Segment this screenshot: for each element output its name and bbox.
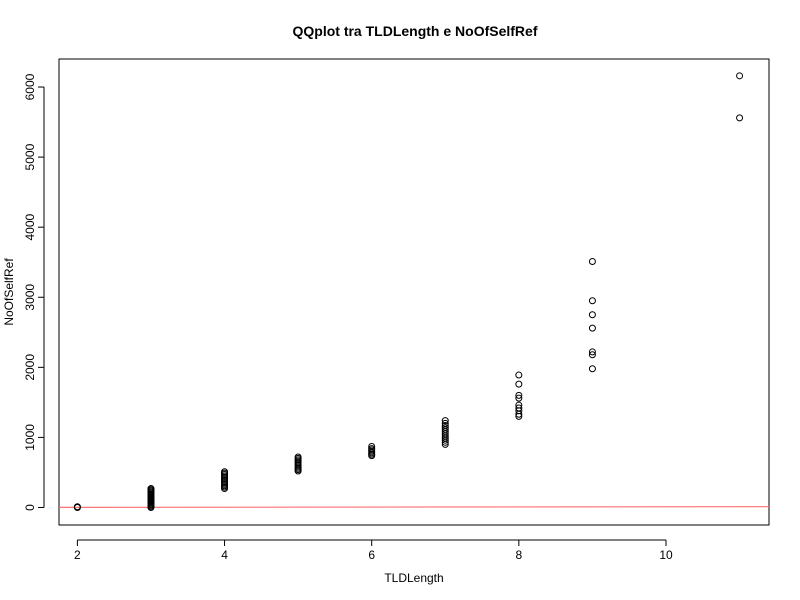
- chart-title: QQplot tra TLDLength e NoOfSelfRef: [293, 23, 538, 39]
- x-axis: 2 4 6 8 10: [74, 539, 673, 562]
- y-tick-label: 0: [23, 504, 37, 511]
- x-axis-label: TLDLength: [384, 571, 443, 585]
- data-point: [588, 311, 596, 319]
- data-point: [736, 72, 744, 80]
- data-point: [147, 485, 155, 493]
- data-point: [441, 417, 449, 425]
- x-tick-label: 8: [516, 548, 523, 562]
- data-point: [515, 404, 523, 412]
- y-axis-label: NoOfSelfRef: [2, 258, 16, 326]
- data-point: [736, 114, 744, 122]
- data-point: [588, 365, 596, 373]
- data-point: [73, 503, 81, 511]
- data-point: [221, 468, 229, 476]
- data-point: [588, 324, 596, 332]
- y-tick-label: 4000: [23, 214, 37, 241]
- data-point: [441, 421, 449, 429]
- data-point: [515, 380, 523, 388]
- x-tick-label: 2: [74, 548, 81, 562]
- data-point: [294, 453, 302, 461]
- data-point: [588, 297, 596, 305]
- x-tick-label: 4: [221, 548, 228, 562]
- reference-line: [58, 506, 770, 508]
- y-tick-label: 5000: [23, 143, 37, 170]
- x-tick-label: 6: [368, 548, 375, 562]
- data-points: [73, 72, 744, 511]
- y-tick-label: 2000: [23, 354, 37, 381]
- data-point: [515, 371, 523, 379]
- data-point: [515, 401, 523, 409]
- x-tick-label: 10: [659, 548, 673, 562]
- data-point: [588, 258, 596, 266]
- data-point: [441, 419, 449, 427]
- y-tick-label: 3000: [23, 284, 37, 311]
- data-point: [588, 348, 596, 356]
- y-tick-label: 1000: [23, 424, 37, 451]
- data-point: [515, 394, 523, 402]
- y-tick-label: 6000: [23, 73, 37, 100]
- data-point: [515, 391, 523, 399]
- data-point: [368, 443, 376, 451]
- y-axis: 0 1000 2000 3000 4000 5000 6000: [23, 73, 45, 511]
- data-point: [368, 445, 376, 453]
- data-point: [441, 424, 449, 432]
- qq-reference-line: [58, 506, 770, 508]
- data-point: [588, 351, 596, 359]
- plot-frame: [58, 58, 770, 526]
